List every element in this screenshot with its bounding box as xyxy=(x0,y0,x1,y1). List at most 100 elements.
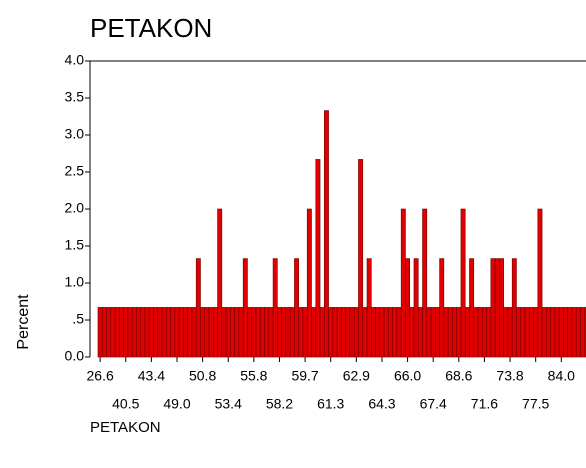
bar xyxy=(315,159,321,358)
bar xyxy=(272,258,278,358)
bar xyxy=(234,307,240,358)
bar xyxy=(460,208,466,358)
bar xyxy=(174,307,180,358)
bar xyxy=(123,307,129,358)
bar xyxy=(298,307,304,358)
bar xyxy=(106,307,112,358)
y-tick-label: 2.5 xyxy=(65,163,85,179)
bar xyxy=(405,258,411,358)
y-tick-label: 1.5 xyxy=(65,237,85,253)
bar xyxy=(537,208,543,358)
bar xyxy=(558,307,564,358)
bar xyxy=(208,307,214,358)
bar xyxy=(499,258,504,358)
chart-title: PETAKON xyxy=(90,13,212,43)
bar xyxy=(422,208,428,358)
bar xyxy=(375,307,381,358)
bar xyxy=(230,307,235,358)
bar xyxy=(486,307,492,358)
bar xyxy=(97,307,103,358)
bar xyxy=(379,307,385,358)
bar xyxy=(110,307,116,358)
x-tick-label: 49.0 xyxy=(163,396,190,412)
bar xyxy=(157,307,163,358)
bar xyxy=(439,258,445,358)
bar xyxy=(417,307,423,358)
bar xyxy=(311,307,317,358)
x-tick-label: 64.3 xyxy=(368,396,395,412)
bar xyxy=(281,307,287,358)
bar xyxy=(503,307,509,358)
bar xyxy=(511,258,517,358)
x-axis-label: PETAKON xyxy=(90,419,161,436)
bar xyxy=(456,307,462,358)
x-tick-label: 50.8 xyxy=(189,368,216,384)
bar xyxy=(161,307,167,358)
bar xyxy=(524,307,530,358)
bar xyxy=(362,307,368,358)
bar xyxy=(238,307,244,358)
x-tick-label: 26.6 xyxy=(87,368,114,384)
bar xyxy=(212,307,218,358)
bar xyxy=(341,307,346,358)
bar xyxy=(409,307,415,358)
bar xyxy=(178,307,184,358)
bar xyxy=(400,208,406,358)
bar xyxy=(247,307,253,358)
bar xyxy=(268,307,274,358)
bar xyxy=(464,307,470,358)
bar xyxy=(584,307,586,358)
bar xyxy=(533,307,539,358)
bar xyxy=(388,307,393,358)
x-tick-label: 77.5 xyxy=(522,396,549,412)
x-tick-label: 61.3 xyxy=(317,396,344,412)
bar xyxy=(567,307,573,358)
bar xyxy=(119,307,124,358)
bar xyxy=(443,307,449,358)
y-tick-label: .5 xyxy=(72,311,84,327)
bar xyxy=(541,307,547,358)
x-tick-label: 67.4 xyxy=(420,396,447,412)
bar xyxy=(319,307,325,358)
bar xyxy=(473,307,479,358)
bar xyxy=(580,307,586,358)
bar xyxy=(170,307,176,358)
bar xyxy=(277,307,282,358)
bar xyxy=(516,307,522,358)
bar xyxy=(413,258,419,358)
bar xyxy=(366,258,372,358)
bar xyxy=(571,307,577,358)
x-tick-label: 40.5 xyxy=(112,396,139,412)
bar xyxy=(306,208,312,358)
x-tick-label: 62.9 xyxy=(343,368,370,384)
bar xyxy=(494,258,500,358)
bar xyxy=(469,258,475,358)
bar xyxy=(550,307,556,358)
bar xyxy=(127,307,133,358)
bar xyxy=(187,307,193,358)
y-tick-label: 3.0 xyxy=(65,126,85,142)
x-tick-label: 58.2 xyxy=(266,396,293,412)
bar xyxy=(183,307,188,358)
bar xyxy=(153,307,159,358)
bar xyxy=(251,307,257,358)
y-tick-label: 3.5 xyxy=(65,89,85,105)
x-tick-label: 59.7 xyxy=(291,368,318,384)
bar xyxy=(255,307,261,358)
bar xyxy=(430,307,436,358)
bar xyxy=(383,307,389,358)
bar xyxy=(225,307,231,358)
bar xyxy=(336,307,342,358)
y-tick-label: 1.0 xyxy=(65,274,85,290)
bar xyxy=(195,258,201,358)
bar xyxy=(324,110,329,358)
bar xyxy=(166,307,171,358)
bar xyxy=(477,307,483,358)
bar xyxy=(259,307,265,358)
bar xyxy=(345,307,351,358)
bar xyxy=(114,307,120,358)
bar xyxy=(328,307,334,358)
bar xyxy=(221,307,227,358)
x-tick-label: 66.0 xyxy=(394,368,421,384)
x-tick-label: 84.0 xyxy=(548,368,575,384)
